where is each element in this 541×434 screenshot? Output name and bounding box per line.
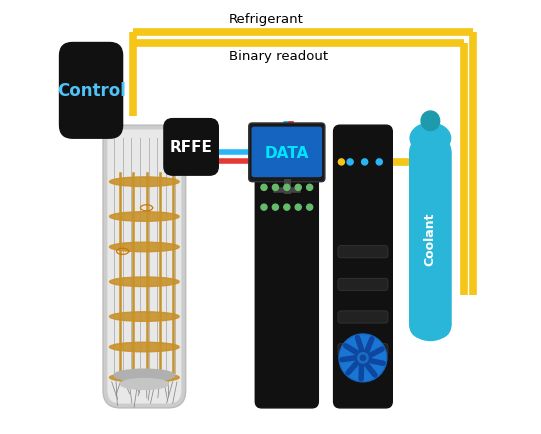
- Circle shape: [284, 185, 290, 191]
- Text: Coolant: Coolant: [424, 212, 437, 265]
- Circle shape: [376, 160, 382, 166]
- Ellipse shape: [109, 212, 179, 222]
- Ellipse shape: [109, 312, 179, 322]
- FancyBboxPatch shape: [410, 139, 451, 339]
- Circle shape: [340, 335, 386, 381]
- Ellipse shape: [109, 373, 179, 382]
- Ellipse shape: [109, 277, 179, 287]
- Circle shape: [261, 205, 267, 210]
- Text: Refrigerant: Refrigerant: [229, 13, 304, 26]
- FancyBboxPatch shape: [334, 126, 392, 408]
- Circle shape: [295, 205, 301, 210]
- FancyBboxPatch shape: [252, 128, 321, 177]
- Text: Binary readout: Binary readout: [229, 50, 328, 63]
- Circle shape: [307, 185, 313, 191]
- Circle shape: [338, 160, 345, 166]
- Circle shape: [272, 205, 279, 210]
- Ellipse shape: [114, 369, 175, 381]
- FancyBboxPatch shape: [164, 119, 219, 176]
- FancyBboxPatch shape: [107, 130, 181, 404]
- FancyBboxPatch shape: [249, 124, 325, 182]
- Circle shape: [360, 355, 366, 361]
- Ellipse shape: [109, 178, 179, 187]
- FancyBboxPatch shape: [338, 311, 388, 323]
- Circle shape: [358, 353, 368, 363]
- Circle shape: [361, 160, 368, 166]
- Ellipse shape: [410, 124, 451, 154]
- Ellipse shape: [109, 243, 179, 252]
- Text: DATA: DATA: [265, 145, 309, 161]
- Text: Control: Control: [57, 82, 126, 100]
- Ellipse shape: [121, 378, 168, 390]
- FancyBboxPatch shape: [338, 279, 388, 291]
- Circle shape: [295, 185, 301, 191]
- Circle shape: [272, 185, 279, 191]
- Circle shape: [307, 205, 313, 210]
- Ellipse shape: [410, 310, 451, 341]
- Ellipse shape: [109, 342, 179, 352]
- Text: RFFE: RFFE: [170, 140, 213, 155]
- FancyBboxPatch shape: [255, 126, 318, 408]
- FancyBboxPatch shape: [338, 246, 388, 258]
- Circle shape: [261, 185, 267, 191]
- Ellipse shape: [421, 112, 440, 132]
- FancyBboxPatch shape: [103, 126, 186, 408]
- Circle shape: [339, 334, 387, 382]
- FancyBboxPatch shape: [338, 344, 388, 356]
- Circle shape: [284, 205, 290, 210]
- Circle shape: [347, 160, 353, 166]
- FancyBboxPatch shape: [60, 43, 123, 139]
